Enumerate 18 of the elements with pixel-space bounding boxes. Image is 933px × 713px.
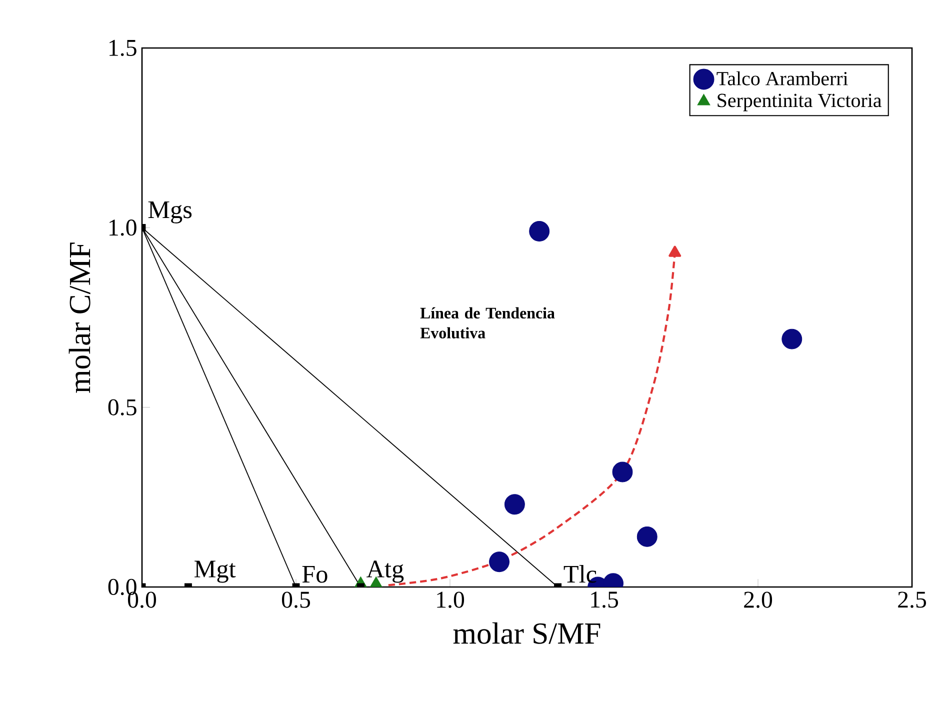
- annotation: Tlc: [564, 565, 596, 583]
- x-tick-label: 2.5: [898, 592, 926, 608]
- x-tick-label: 1.5: [591, 592, 618, 608]
- annotation: Mgs: [148, 201, 192, 224]
- x-tick-label: 2.0: [744, 592, 772, 608]
- annotation: Atg: [366, 560, 404, 583]
- annotation: Línea de Tendencia Evolutiva: [420, 307, 555, 338]
- legend-label: Talco Aramberri: [716, 71, 848, 86]
- legend-label: Serpentinita Victoria: [718, 94, 882, 112]
- annotation: Fo: [302, 566, 328, 583]
- y-tick-label: 0.5: [108, 399, 136, 416]
- x-tick-label: 0.5: [282, 592, 310, 608]
- y-axis-title: molar C/MF: [68, 242, 90, 393]
- x-tick-label: 1.0: [437, 592, 464, 608]
- y-tick-label: 1.0: [110, 220, 136, 236]
- annotation: Mgt: [194, 560, 236, 583]
- y-tick-label: 1.5: [110, 40, 136, 56]
- x-axis-title: molar S/MF: [453, 622, 600, 644]
